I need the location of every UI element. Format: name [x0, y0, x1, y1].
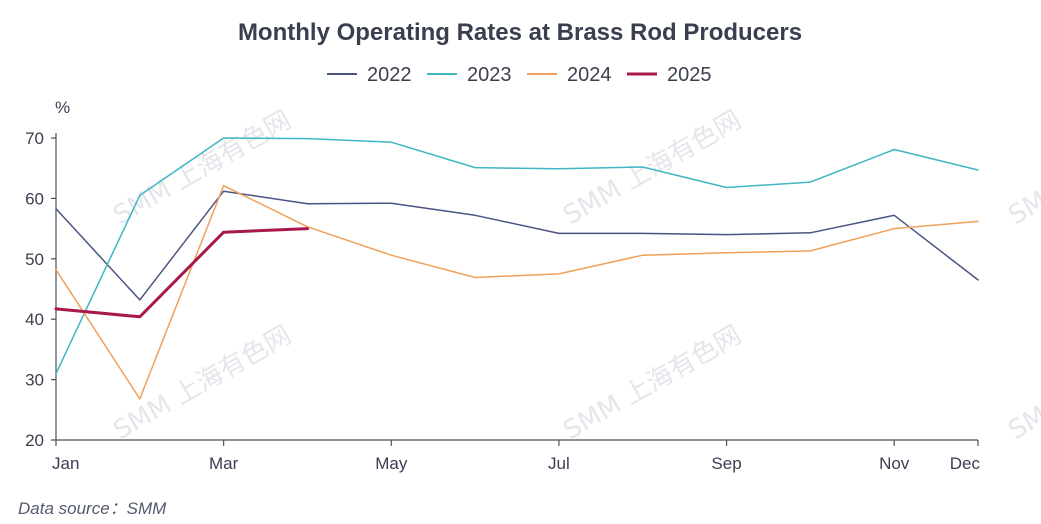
- y-axis-unit: %: [55, 98, 70, 117]
- legend-label-2023: 2023: [467, 64, 512, 86]
- watermark-layer: SMM 上海有色网 SMM 上海有色网 SMM 上海有色网 SMM 上海有色网 SMM …: [109, 105, 1041, 446]
- y-tick-label: 40: [25, 310, 44, 329]
- watermark-text: SMM 上海有色网: [109, 105, 297, 231]
- series-line-2022: [55, 190, 979, 301]
- watermark-text: SMM 上海有色网: [559, 320, 747, 446]
- x-tick-label: Jan: [52, 454, 79, 473]
- data-source-note: Data source：SMM: [18, 499, 167, 518]
- x-tick-label: May: [375, 454, 408, 473]
- x-tick-label: Jul: [548, 454, 570, 473]
- watermark-text: SMM 上海有色网: [1004, 320, 1041, 446]
- y-tick-label: 60: [25, 189, 44, 208]
- axes: 20 30 40 50 60 70 Jan Mar May Jul Sep Nov Dec: [25, 129, 980, 473]
- y-tick-label: 50: [25, 250, 44, 269]
- series-line-2024: [55, 184, 979, 400]
- legend: 2022 2023 2024 2025: [327, 64, 712, 86]
- x-tick-label: Sep: [711, 454, 741, 473]
- watermark-text: SMM 上海有色网: [1004, 105, 1041, 231]
- x-tick-label: Nov: [879, 454, 910, 473]
- y-tick-label: 20: [25, 431, 44, 450]
- watermark-text: SMM 上海有色网: [109, 320, 297, 446]
- x-tick-label: Mar: [209, 454, 239, 473]
- y-tick-label: 70: [25, 129, 44, 148]
- legend-label-2025: 2025: [667, 64, 712, 86]
- y-tick-label: 30: [25, 371, 44, 390]
- series-layer: [54, 137, 979, 400]
- x-tick-label: Dec: [950, 454, 981, 473]
- legend-label-2022: 2022: [367, 64, 412, 86]
- series-line-2023: [55, 137, 979, 375]
- chart-title: Monthly Operating Rates at Brass Rod Pro…: [238, 19, 802, 46]
- legend-label-2024: 2024: [567, 64, 612, 86]
- series-line-2025: [54, 227, 309, 319]
